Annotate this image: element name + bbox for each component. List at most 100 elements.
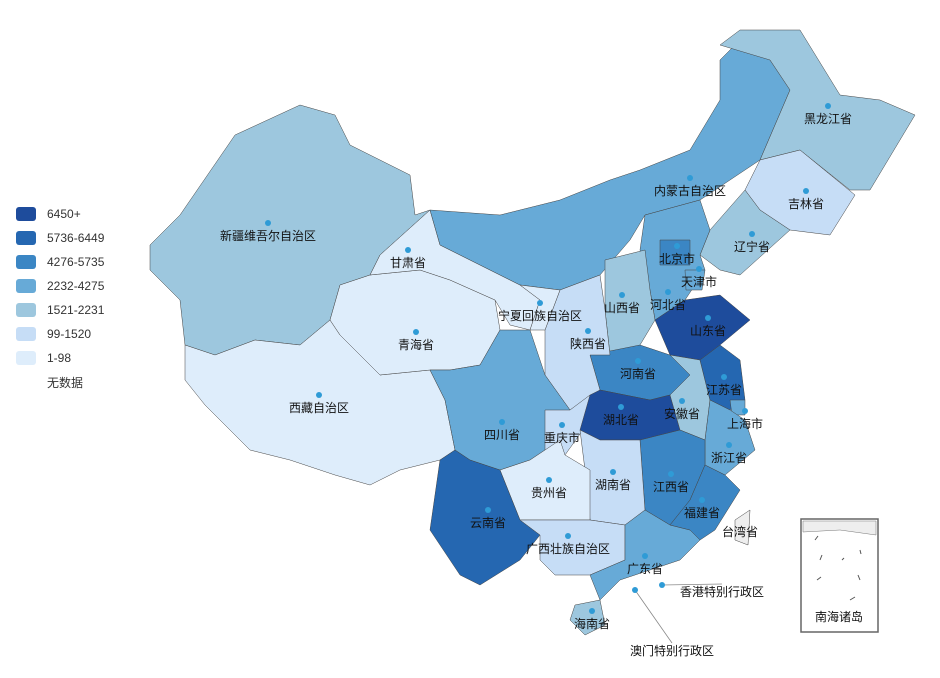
region-marker[interactable] <box>589 608 595 614</box>
legend-item[interactable]: 99-1520 <box>16 322 104 346</box>
legend-label: 5736-6449 <box>47 231 105 245</box>
region-label: 海南省 <box>574 616 610 631</box>
region-marker[interactable] <box>565 533 571 539</box>
region-label: 安徽省 <box>664 406 700 421</box>
region-label: 青海省 <box>398 337 434 352</box>
region-marker[interactable] <box>610 469 616 475</box>
region-label: 甘肃省 <box>390 256 426 270</box>
legend-label: 4276-5735 <box>47 255 105 269</box>
region-21[interactable] <box>729 399 746 416</box>
region-marker[interactable] <box>585 328 591 334</box>
region-marker[interactable] <box>265 220 271 226</box>
region-marker[interactable] <box>679 398 685 404</box>
region-label: 陕西省 <box>570 336 606 351</box>
region-label: 新疆维吾尔自治区 <box>220 228 316 243</box>
south-china-sea-inset: 南海诸岛 <box>800 518 879 633</box>
legend-item[interactable]: 1-98 <box>16 346 104 370</box>
region-marker[interactable] <box>537 300 543 306</box>
region-marker[interactable] <box>665 289 671 295</box>
region-label: 西藏自治区 <box>289 401 349 415</box>
region-label: 江苏省 <box>706 383 742 397</box>
legend-item[interactable]: 1521-2231 <box>16 298 104 322</box>
region-marker[interactable] <box>546 477 552 483</box>
legend-label: 无数据 <box>47 375 84 390</box>
legend-item[interactable]: 6450+ <box>16 202 104 226</box>
region-label: 吉林省 <box>788 197 824 211</box>
region-marker[interactable] <box>726 442 732 448</box>
region-label: 宁夏回族自治区 <box>498 308 582 323</box>
region-marker[interactable] <box>642 553 648 559</box>
region-marker[interactable] <box>668 471 674 477</box>
region-label: 山西省 <box>604 301 640 315</box>
region-label: 湖北省 <box>603 412 639 427</box>
legend-item[interactable]: 5736-6449 <box>16 226 104 250</box>
region-marker[interactable] <box>825 103 831 109</box>
region-marker[interactable] <box>749 231 755 237</box>
region-label: 台湾省 <box>722 524 758 539</box>
region-marker[interactable] <box>632 587 638 593</box>
region-label: 云南省 <box>470 515 506 530</box>
region-marker[interactable] <box>405 247 411 253</box>
region-label: 广东省 <box>627 562 663 576</box>
legend-label: 6450+ <box>47 207 81 221</box>
legend-label: 1521-2231 <box>47 303 105 317</box>
legend-item[interactable]: 4276-5735 <box>16 250 104 274</box>
region-marker[interactable] <box>619 292 625 298</box>
region-15[interactable] <box>519 284 561 331</box>
legend-item[interactable]: 2232-4275 <box>16 274 104 298</box>
region-label: 重庆市 <box>544 430 580 445</box>
region-marker[interactable] <box>316 392 322 398</box>
region-label: 河南省 <box>620 366 656 381</box>
region-label: 上海市 <box>727 416 763 431</box>
region-marker[interactable] <box>499 419 505 425</box>
region-marker[interactable] <box>618 404 624 410</box>
region-label: 广西壮族自治区 <box>526 542 610 556</box>
region-marker[interactable] <box>485 507 491 513</box>
inset-label: 南海诸岛 <box>815 609 863 624</box>
region-marker[interactable] <box>705 315 711 321</box>
region-label: 澳门特别行政区 <box>630 643 714 658</box>
inset-frame <box>800 518 879 633</box>
region-label: 四川省 <box>484 428 520 442</box>
region-label: 黑龙江省 <box>804 112 852 126</box>
legend-swatch <box>16 327 36 341</box>
legend-swatch <box>16 231 36 245</box>
region-marker[interactable] <box>803 188 809 194</box>
region-label: 浙江省 <box>711 451 747 465</box>
region-14[interactable] <box>544 274 611 411</box>
region-30[interactable] <box>569 599 606 636</box>
region-marker[interactable] <box>721 374 727 380</box>
legend-label: 2232-4275 <box>47 279 105 293</box>
region-label: 辽宁省 <box>734 239 770 254</box>
region-label: 河北省 <box>650 298 686 312</box>
region-marker[interactable] <box>696 266 702 272</box>
region-label: 江西省 <box>653 480 689 494</box>
visual-map-legend: 6450+ 5736-6449 4276-5735 2232-4275 1521-223… <box>16 202 104 394</box>
region-marker[interactable] <box>699 497 705 503</box>
region-marker[interactable] <box>674 243 680 249</box>
inset-land <box>802 520 877 536</box>
region-marker[interactable] <box>413 329 419 335</box>
region-marker[interactable] <box>635 358 641 364</box>
region-marker[interactable] <box>659 582 665 588</box>
legend-swatch <box>16 255 36 269</box>
region-9[interactable] <box>659 239 691 266</box>
label-leader-line <box>634 589 673 644</box>
legend-swatch <box>16 351 36 365</box>
region-label: 山东省 <box>690 324 726 338</box>
region-marker[interactable] <box>742 408 748 414</box>
legend-item[interactable]: 无数据 <box>16 370 104 394</box>
region-label: 贵州省 <box>531 486 567 500</box>
legend-label: 1-98 <box>47 351 72 365</box>
region-label: 北京市 <box>659 251 695 266</box>
region-31[interactable] <box>734 509 751 546</box>
region-marker[interactable] <box>687 175 693 181</box>
region-29[interactable] <box>669 464 741 541</box>
region-label: 福建省 <box>684 505 720 520</box>
legend-swatch <box>16 207 36 221</box>
legend-swatch <box>16 375 36 389</box>
region-label: 内蒙古自治区 <box>654 183 726 198</box>
region-marker[interactable] <box>559 422 565 428</box>
